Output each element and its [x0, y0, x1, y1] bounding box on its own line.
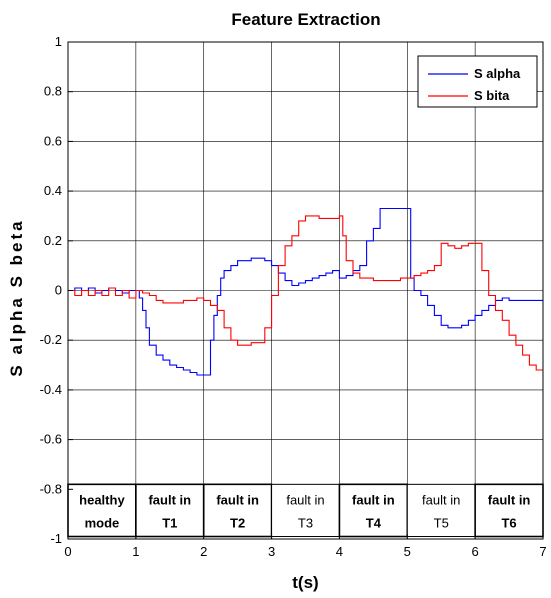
x-tick-label: 5 — [404, 544, 411, 559]
x-tick-label: 1 — [132, 544, 139, 559]
y-tick-label: 0.4 — [44, 183, 62, 198]
grid-lines — [67, 41, 544, 540]
y-axis-label: S alpha S beta — [7, 218, 26, 376]
segment-label: fault in — [148, 492, 191, 507]
y-tick-label: 0.2 — [44, 233, 62, 248]
segment-label: fault in — [352, 492, 395, 507]
segment-box — [202, 483, 273, 538]
series-line-s-bita — [68, 215, 543, 371]
segment-label: T5 — [434, 515, 449, 530]
segment-annotations: healthy mode fault in T1 fault in T2 fault in T… — [67, 483, 544, 538]
segment-label: mode — [85, 515, 120, 530]
y-tick-label: -0.8 — [40, 481, 62, 496]
y-tick-label: 0.8 — [44, 84, 62, 99]
segment-box — [271, 483, 340, 538]
x-tick-label: 2 — [200, 544, 207, 559]
legend-label: S alpha — [474, 66, 521, 81]
segment-label: fault in — [216, 492, 259, 507]
y-tick-label: -0.6 — [40, 432, 62, 447]
segment-label: T4 — [366, 515, 382, 530]
series-line-s-alpha — [68, 207, 543, 376]
segment-label: healthy — [79, 492, 125, 507]
x-tick-label: 7 — [539, 544, 546, 559]
x-tick-label: 4 — [336, 544, 343, 559]
segment-label: fault in — [422, 492, 460, 507]
y-tick-label: -0.4 — [40, 382, 62, 397]
segment-label: fault in — [286, 492, 324, 507]
segment-label: T3 — [298, 515, 313, 530]
y-tick-label: 1 — [55, 34, 62, 49]
x-tick-label: 3 — [268, 544, 275, 559]
x-axis-label: t(s) — [292, 573, 318, 592]
segment-box — [406, 483, 476, 538]
segment-label: T2 — [230, 515, 245, 530]
series-lines — [68, 207, 543, 376]
x-tick-label: 0 — [64, 544, 71, 559]
segment-box — [338, 483, 409, 538]
segment-label: fault in — [488, 492, 531, 507]
segment-label: T6 — [501, 515, 516, 530]
y-tick-label: -0.2 — [40, 332, 62, 347]
segment-box — [474, 483, 544, 538]
legend: S alpha S bita — [417, 55, 538, 108]
chart-title: Feature Extraction — [231, 10, 380, 29]
axis-ticks: 0 1 2 3 4 5 6 7 -1 -0.8 -0.6 -0.4 -0.2 0 0.2 0.4 0.6 0.8 1 — [40, 34, 547, 559]
legend-label: S bita — [474, 88, 510, 103]
y-tick-label: 0.6 — [44, 133, 62, 148]
y-tick-label: 0 — [55, 283, 62, 298]
segment-box — [135, 483, 205, 538]
legend-box — [417, 55, 538, 108]
y-tick-label: -1 — [50, 531, 62, 546]
segment-label: T1 — [162, 515, 177, 530]
segment-box — [67, 483, 137, 538]
x-tick-label: 6 — [472, 544, 479, 559]
